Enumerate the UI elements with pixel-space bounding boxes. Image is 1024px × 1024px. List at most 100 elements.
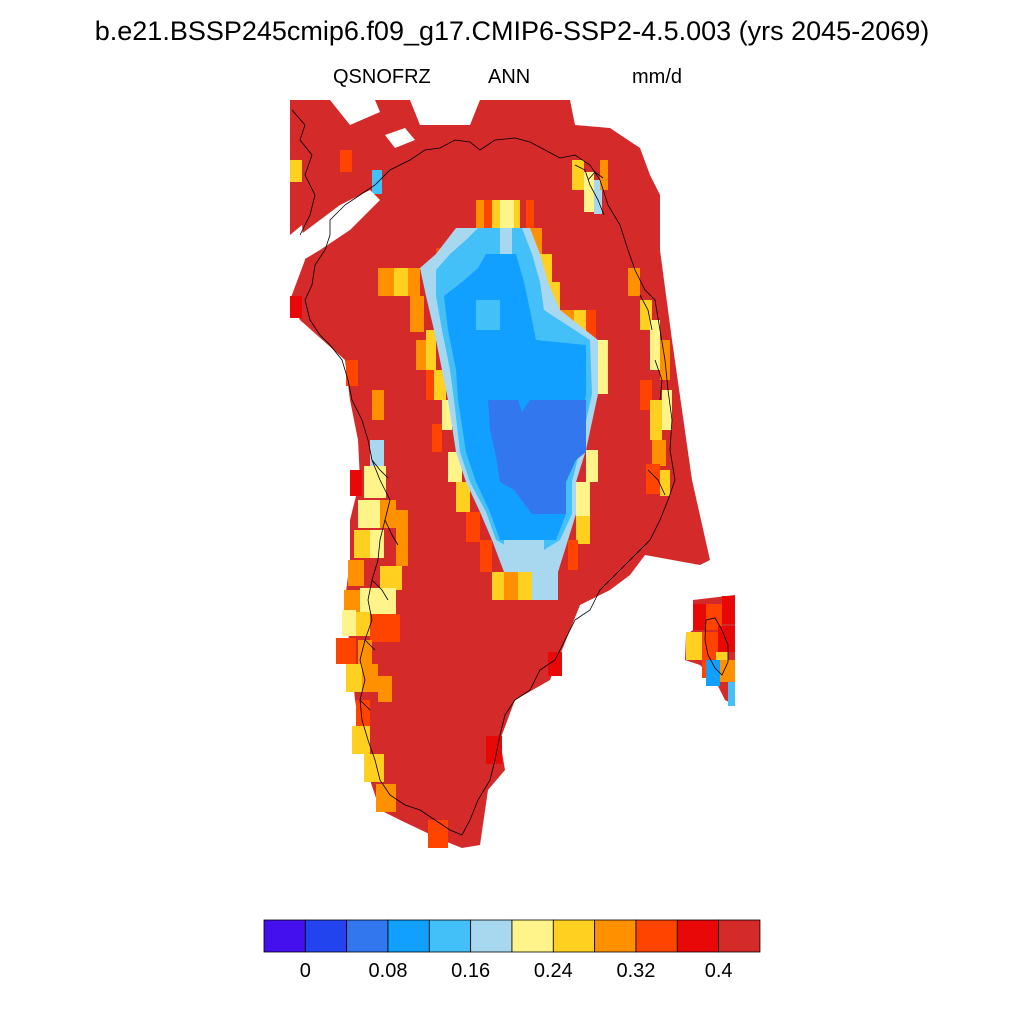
cell [518, 572, 532, 600]
cell [432, 424, 442, 452]
cell [380, 566, 402, 590]
cell [344, 590, 360, 616]
cell [290, 296, 302, 318]
cell [576, 482, 590, 516]
coastline-w-fjords [359, 459, 399, 711]
colorbar-tick-label: 0.24 [533, 960, 573, 982]
colorbar-swatch [387, 919, 430, 953]
cell [476, 300, 500, 330]
colorbar-swatch [552, 919, 596, 953]
cell [702, 632, 718, 658]
cell [346, 664, 362, 692]
colorbar-swatch [470, 919, 513, 953]
cell [504, 540, 544, 572]
colorbar-swatch [676, 919, 720, 953]
cell [378, 676, 392, 702]
cell [370, 614, 400, 642]
cell [442, 400, 452, 430]
cell [594, 180, 602, 214]
variable-name: QSNOFRZ [333, 66, 431, 88]
colorbar-tick-label: 0.16 [451, 960, 491, 982]
cell [662, 390, 672, 430]
cell [396, 510, 408, 566]
sea-gap-north [385, 128, 415, 148]
cell [476, 200, 484, 228]
colorbar-tick-label: 0.32 [616, 960, 656, 982]
cell [372, 390, 384, 420]
cell [356, 612, 370, 636]
plot-title: b.e21.BSSP245cmip6.f09_g17.CMIP6-SSP2-4.… [94, 16, 930, 46]
cell [652, 440, 666, 466]
cell [336, 638, 356, 664]
coastline-ne-fjords [574, 164, 666, 496]
cell [416, 340, 426, 370]
cell [378, 268, 394, 296]
cell [598, 340, 608, 394]
cell [500, 228, 512, 254]
sea-gap-nw [330, 100, 380, 125]
season-label: ANN [488, 66, 531, 88]
cell [686, 632, 702, 660]
cell [548, 652, 562, 676]
cell [346, 360, 358, 386]
cell [572, 160, 584, 190]
cell [466, 512, 480, 542]
cell [500, 200, 514, 228]
cell [586, 310, 596, 342]
cell [364, 466, 386, 498]
cell [360, 588, 396, 614]
cell [576, 514, 590, 544]
cell [342, 610, 356, 636]
cell [488, 400, 586, 514]
cell [640, 300, 652, 330]
colorbar-swatch [263, 919, 306, 953]
colorbar-swatch [718, 919, 761, 953]
cell [728, 682, 735, 706]
cell [428, 820, 448, 848]
cell [380, 500, 396, 528]
cell [504, 572, 518, 600]
cell [434, 370, 446, 400]
colorbar-swatch [304, 919, 348, 953]
cell [426, 330, 436, 370]
cell [532, 572, 558, 600]
cell [370, 440, 384, 466]
colorbar-swatch [428, 919, 472, 953]
cell [660, 470, 670, 496]
cell [362, 664, 378, 692]
cell [394, 268, 408, 296]
cell [480, 540, 492, 572]
colorbar-tick-label: 0.4 [704, 960, 733, 982]
cell [456, 482, 470, 512]
cell [372, 170, 382, 194]
colorbar-swatch [511, 919, 554, 953]
cell [358, 640, 372, 666]
colorbar-swatch [635, 919, 678, 953]
cell [650, 400, 662, 440]
cell [290, 160, 302, 182]
cell [628, 268, 640, 296]
colorbar-tick-label: 0.08 [368, 960, 408, 982]
cell [640, 380, 652, 410]
cell [358, 500, 380, 528]
cell [586, 450, 598, 482]
cell [600, 160, 608, 190]
cell [376, 784, 396, 812]
cell [348, 560, 364, 586]
coastline-island [704, 617, 729, 676]
cell [426, 370, 434, 400]
colorbar-tick-label: 0 [299, 960, 311, 982]
cell [720, 660, 735, 682]
cell [340, 150, 352, 172]
cell [584, 172, 594, 212]
cell [410, 296, 424, 332]
cell [492, 572, 504, 600]
cell [722, 596, 735, 624]
cell [526, 200, 534, 228]
cell [693, 604, 707, 630]
cell [484, 200, 492, 228]
cell [718, 626, 735, 652]
cell [354, 530, 370, 558]
